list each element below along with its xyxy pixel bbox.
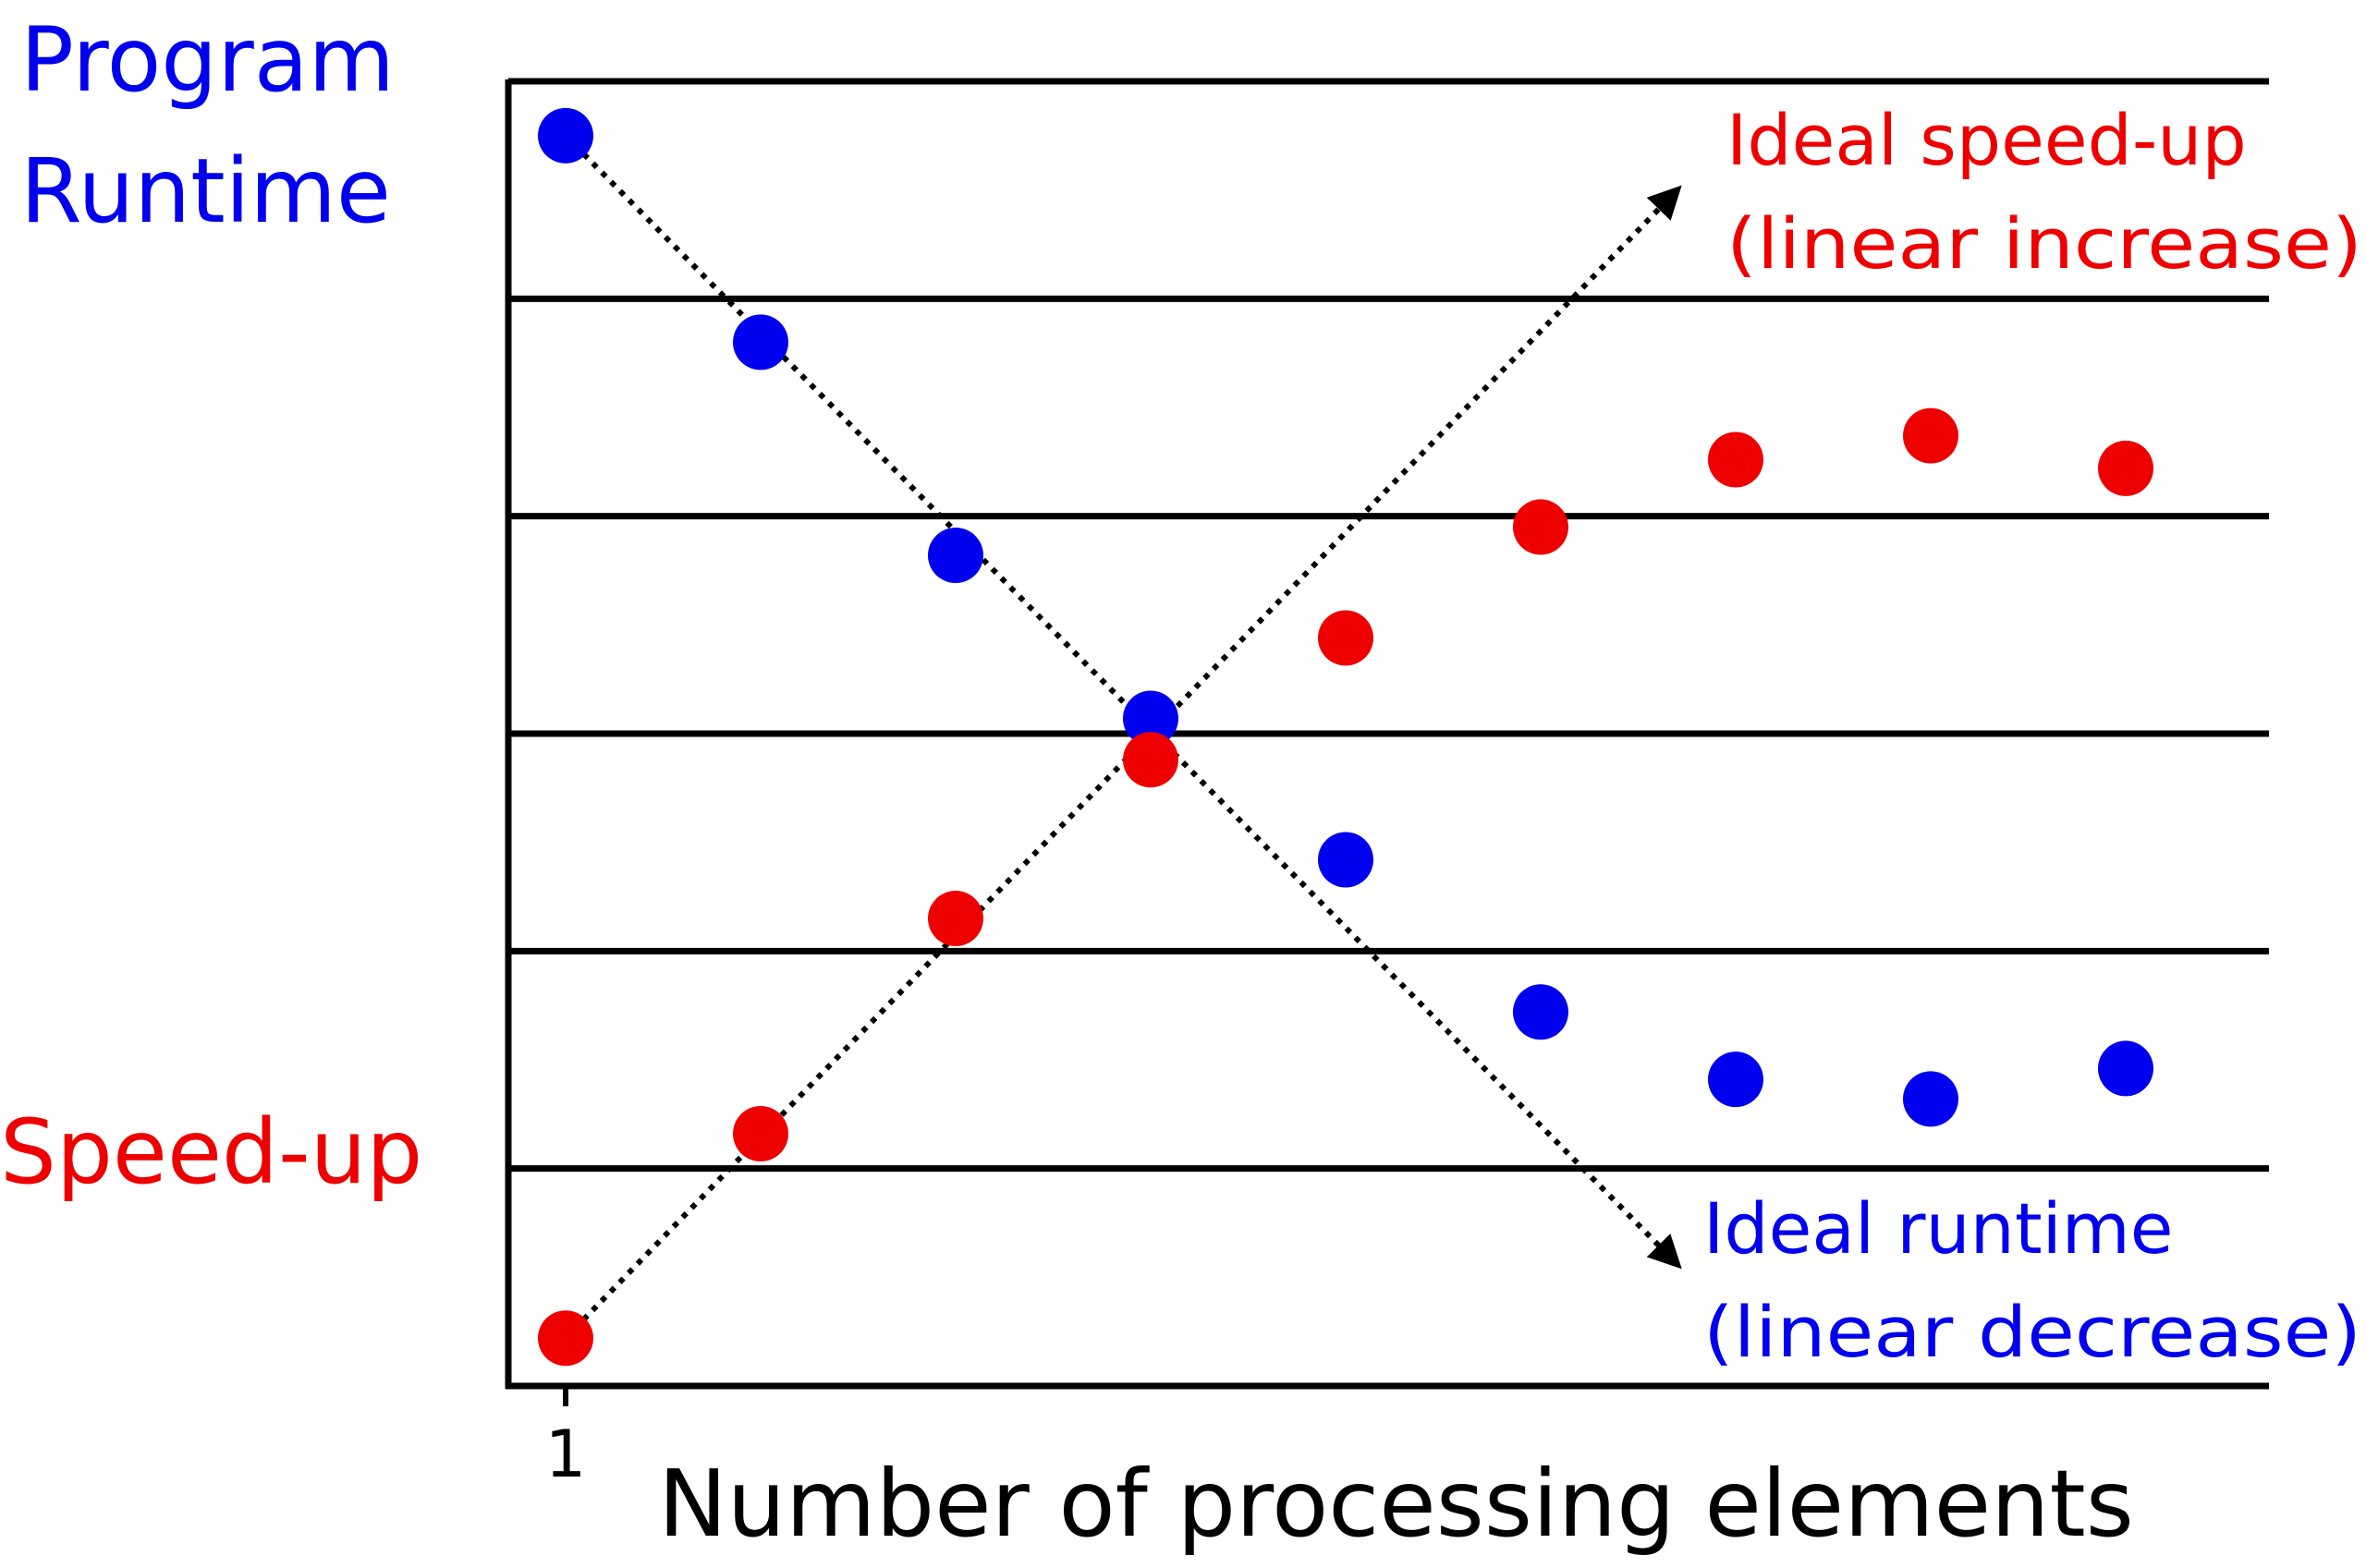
runtime-point: [1123, 690, 1178, 747]
speedup-point: [1903, 407, 1958, 464]
runtime-point: [1513, 984, 1568, 1040]
speedup-point: [1513, 499, 1568, 555]
runtime-axis-label-line2: Runtime: [20, 140, 391, 243]
x-axis-label: Number of processing elements: [658, 1450, 2134, 1558]
ideal-reference-lines: [563, 133, 1682, 1341]
ideal-speedup-label-line1: Ideal speed-up: [1726, 99, 2247, 181]
horizontal-gridlines: [508, 78, 2269, 1173]
speedup-point: [1708, 432, 1763, 488]
speedup-point: [2098, 440, 2153, 496]
ideal-runtime-label-line1: Ideal runtime: [1703, 1187, 2174, 1270]
ideal-line-arrow: [563, 133, 1682, 1270]
speedup-point: [1318, 610, 1373, 666]
runtime-point: [1708, 1051, 1763, 1108]
speedup-point: [928, 891, 983, 947]
speedup-point: [733, 1106, 788, 1162]
runtime-point: [1903, 1071, 1958, 1127]
ideal-runtime-label-line2: (linear decrease): [1703, 1291, 2361, 1373]
runtime-point: [538, 107, 593, 164]
data-points: [538, 107, 2153, 1367]
runtime-point: [1318, 832, 1373, 888]
speedup-axis-label: Speed-up: [0, 1100, 422, 1204]
speedup-point: [1123, 732, 1178, 788]
runtime-axis-label-line1: Program: [20, 8, 395, 112]
speedup-point: [538, 1310, 593, 1367]
x-tick-label: 1: [545, 1416, 587, 1492]
runtime-point: [733, 314, 788, 371]
axes: [505, 79, 2269, 1406]
runtime-point: [2098, 1040, 2153, 1097]
ideal-speedup-label-line2: (linear increase): [1726, 202, 2362, 285]
runtime-point: [928, 528, 983, 584]
